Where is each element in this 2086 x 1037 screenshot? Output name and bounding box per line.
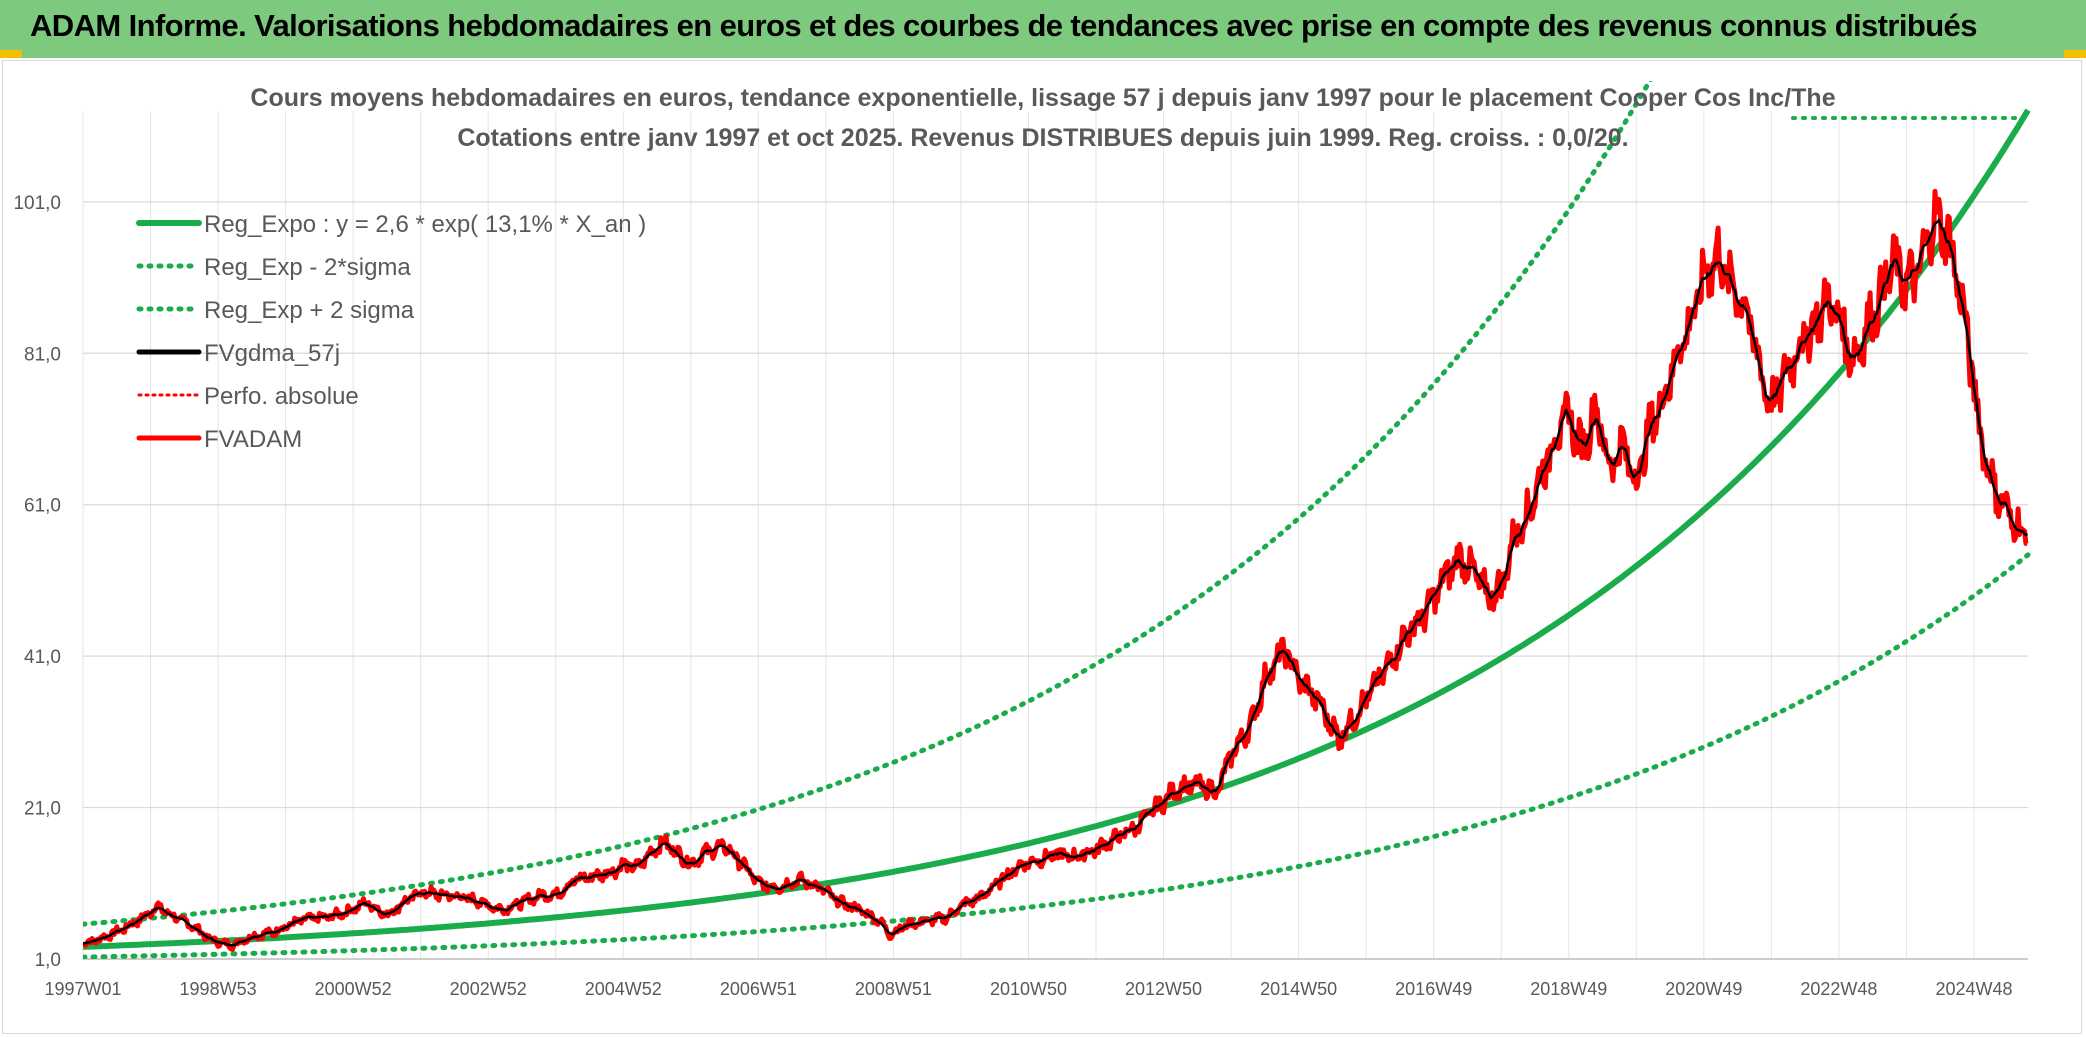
x-tick-label: 2012W50 [1125,979,1202,999]
legend-fvadam: FVADAM [136,426,302,453]
y-tick-label: 41,0 [24,647,61,668]
y-tick-label: 101,0 [13,193,61,214]
series-reg-exp-plus-2sigma [83,81,1653,927]
x-tick-label: 2002W52 [450,979,527,999]
legend-reg-expo: Reg_Expo : y = 2,6 * exp( 13,1% * X_an ) [136,211,646,238]
x-tick-label: 2020W49 [1665,979,1742,999]
series-layer [83,81,2031,959]
corner-accent-left [0,50,22,58]
legend-label: FVgdma_57j [204,340,340,367]
chart-svg: 1997W01 1998W53 2000W52 2002W52 2004W52 2006W… [13,81,2031,999]
legend-label: Perfo. absolue [204,383,359,410]
legend-label: FVADAM [204,426,302,453]
x-tick-label: 2010W50 [990,979,1067,999]
legend-perfo-absolue: Perfo. absolue [137,383,359,410]
x-tick-label: 2016W49 [1395,979,1472,999]
legend: Reg_Expo : y = 2,6 * exp( 13,1% * X_an )… [136,211,646,453]
series-reg-expo [83,108,2031,950]
gridlines [82,111,2028,960]
x-tick-label: 2000W52 [315,979,392,999]
chart-area: 1997W01 1998W53 2000W52 2002W52 2004W52 2006W… [2,60,2082,1034]
series-reg-exp-minus-2sigma [83,552,2031,959]
x-tick-label: 2008W51 [855,979,932,999]
x-tick-label: 2024W48 [1935,979,2012,999]
legend-reg-exp-minus-2sigma: Reg_Exp - 2*sigma [136,254,411,281]
legend-reg-exp-plus-2sigma: Reg_Exp + 2 sigma [136,297,415,324]
x-tick-label: 1998W53 [180,979,257,999]
header-banner: ADAM Informe. Valorisations hebdomadaire… [0,0,2086,58]
series-fvgdma-57j [83,218,2029,947]
legend-label: Reg_Exp - 2*sigma [204,254,411,281]
y-tick-label: 61,0 [24,496,61,517]
y-tick-label: 21,0 [24,799,61,820]
y-tick-label: 81,0 [24,344,61,365]
x-tick-label: 2018W49 [1530,979,1607,999]
chart-title: Cours moyens hebdomadaires en euros, ten… [250,84,1835,112]
legend-label: Reg_Exp + 2 sigma [204,297,415,324]
y-tick-label: 1,0 [35,950,61,971]
legend-label: Reg_Expo : y = 2,6 * exp( 13,1% * X_an ) [204,211,646,238]
x-tick-label: 1997W01 [44,979,121,999]
x-tick-label: 2014W50 [1260,979,1337,999]
x-tick-label: 2006W51 [720,979,797,999]
y-axis: 1,0 21,0 41,0 61,0 81,0 101,0 [13,193,61,971]
x-axis: 1997W01 1998W53 2000W52 2002W52 2004W52 2006W… [44,958,2028,999]
header-title: ADAM Informe. Valorisations hebdomadaire… [30,8,1977,43]
x-tick-label: 2004W52 [585,979,662,999]
legend-fvgdma-57j: FVgdma_57j [136,340,340,367]
corner-accent-right [2064,50,2086,58]
x-tick-label: 2022W48 [1800,979,1877,999]
chart-subtitle: Cotations entre janv 1997 et oct 2025. R… [457,124,1628,152]
